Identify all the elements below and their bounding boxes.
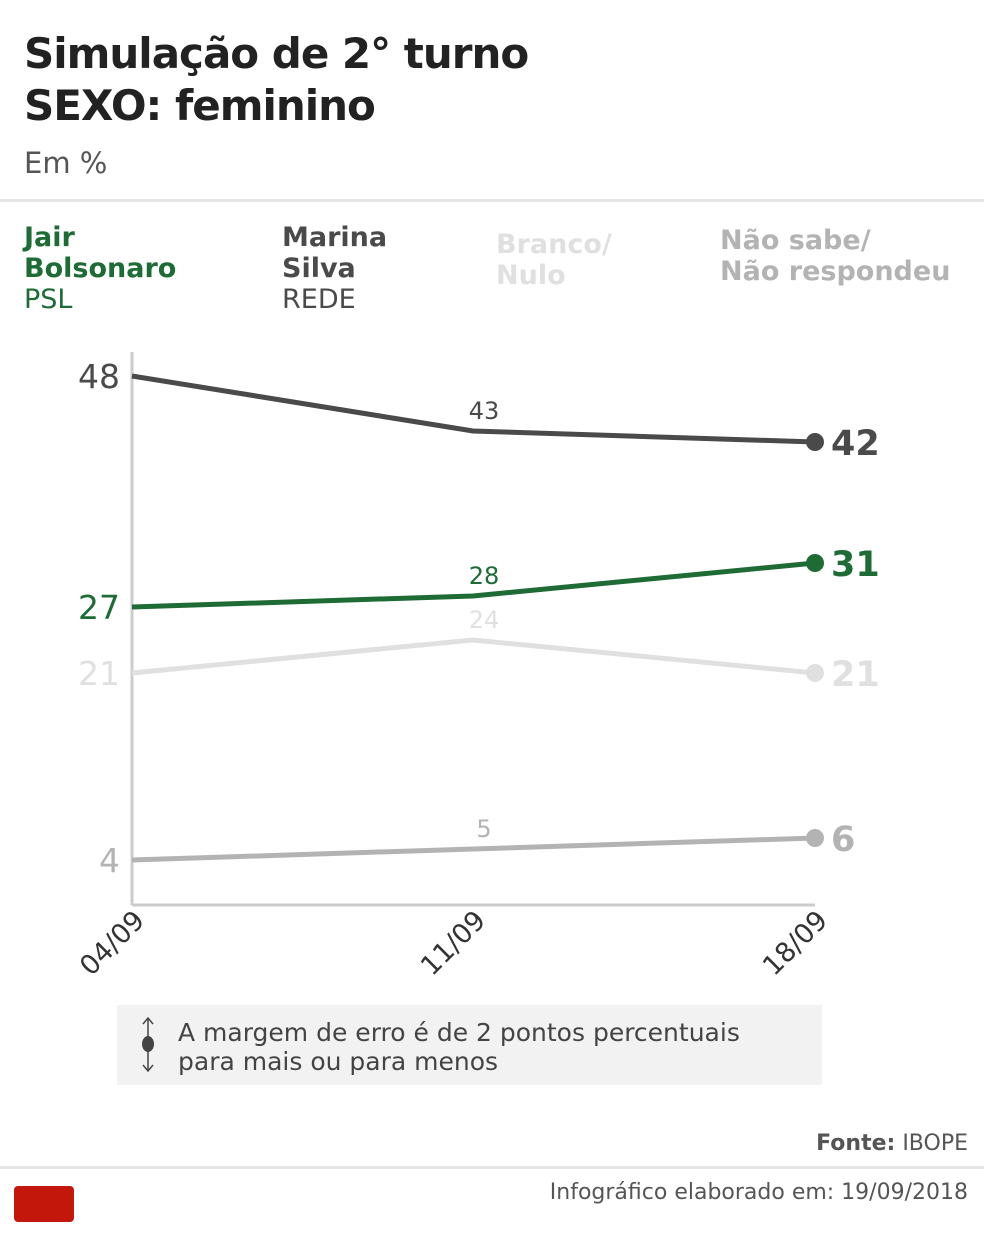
footer-divider [0,1166,984,1169]
series-line [131,373,816,445]
chart-title: Simulação de 2° turno SEXO: feminino [24,29,529,130]
divider [0,199,984,202]
series-end-point [806,554,824,572]
series-end-point [806,433,824,451]
x-tick-label: 04/09 [74,905,151,982]
chart-subtitle: Em % [24,146,108,180]
mid-value-label: 28 [469,562,500,590]
start-value-label: 4 [99,841,120,880]
end-value-label: 31 [831,545,880,585]
legend-bolsonaro: Jair Bolsonaro PSL [24,222,177,315]
legend-nao-sabe: Não sabe/Não respondeu [720,225,951,287]
series-line [131,835,816,863]
legend-marina: Marina Silva REDE [282,222,388,315]
mid-value-label: 43 [469,397,500,425]
series-line [131,637,816,676]
x-tick-label: 11/09 [415,905,492,982]
g1-logo [14,1186,74,1222]
margin-note: A margem de erro é de 2 pontos percentua… [178,1018,740,1076]
made-date: Infográfico elaborado em: 19/09/2018 [549,1180,968,1205]
mid-value-label: 24 [469,606,500,634]
margin-note-box [117,1005,822,1085]
x-tick-label: 18/09 [757,905,834,982]
start-value-label: 21 [78,654,120,693]
start-value-label: 48 [78,357,120,396]
end-value-label: 21 [831,655,880,695]
end-value-label: 42 [831,424,880,464]
source: Fonte: IBOPE [816,1131,968,1156]
mid-value-label: 5 [476,815,491,843]
series-end-point [806,664,824,682]
start-value-label: 27 [78,588,120,627]
legend-branco-nulo: Branco/Nulo [496,229,612,291]
line-chart: 04/09 11/09 18/09 21 24 21 4 5 6 27 28 31 48 43 42 [74,352,880,982]
end-value-label: 6 [831,820,855,860]
series-end-point [806,829,824,847]
series-line [131,560,816,610]
